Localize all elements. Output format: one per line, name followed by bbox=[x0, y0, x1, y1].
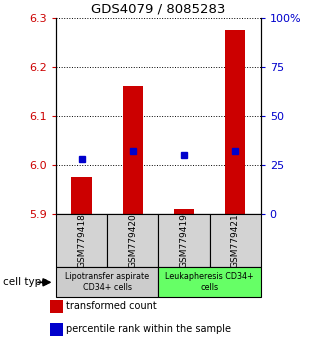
Text: Leukapheresis CD34+
cells: Leukapheresis CD34+ cells bbox=[165, 272, 254, 292]
Bar bbox=[123, 86, 143, 214]
Bar bbox=[210, 214, 261, 267]
Text: percentile rank within the sample: percentile rank within the sample bbox=[66, 324, 231, 334]
Text: transformed count: transformed count bbox=[66, 301, 157, 311]
Text: GSM779419: GSM779419 bbox=[180, 213, 188, 268]
Bar bbox=[56, 267, 158, 297]
Bar bbox=[174, 209, 194, 214]
Title: GDS4079 / 8085283: GDS4079 / 8085283 bbox=[91, 2, 226, 15]
Bar bbox=[56, 214, 107, 267]
Text: GSM779418: GSM779418 bbox=[77, 213, 86, 268]
Text: cell type: cell type bbox=[3, 277, 48, 287]
Bar bbox=[71, 177, 92, 214]
Text: GSM779420: GSM779420 bbox=[128, 213, 137, 268]
Bar bbox=[158, 267, 261, 297]
Bar bbox=[107, 214, 158, 267]
Text: Lipotransfer aspirate
CD34+ cells: Lipotransfer aspirate CD34+ cells bbox=[65, 272, 149, 292]
Bar bbox=[158, 214, 210, 267]
Text: GSM779421: GSM779421 bbox=[231, 213, 240, 268]
Bar bbox=[225, 30, 245, 214]
